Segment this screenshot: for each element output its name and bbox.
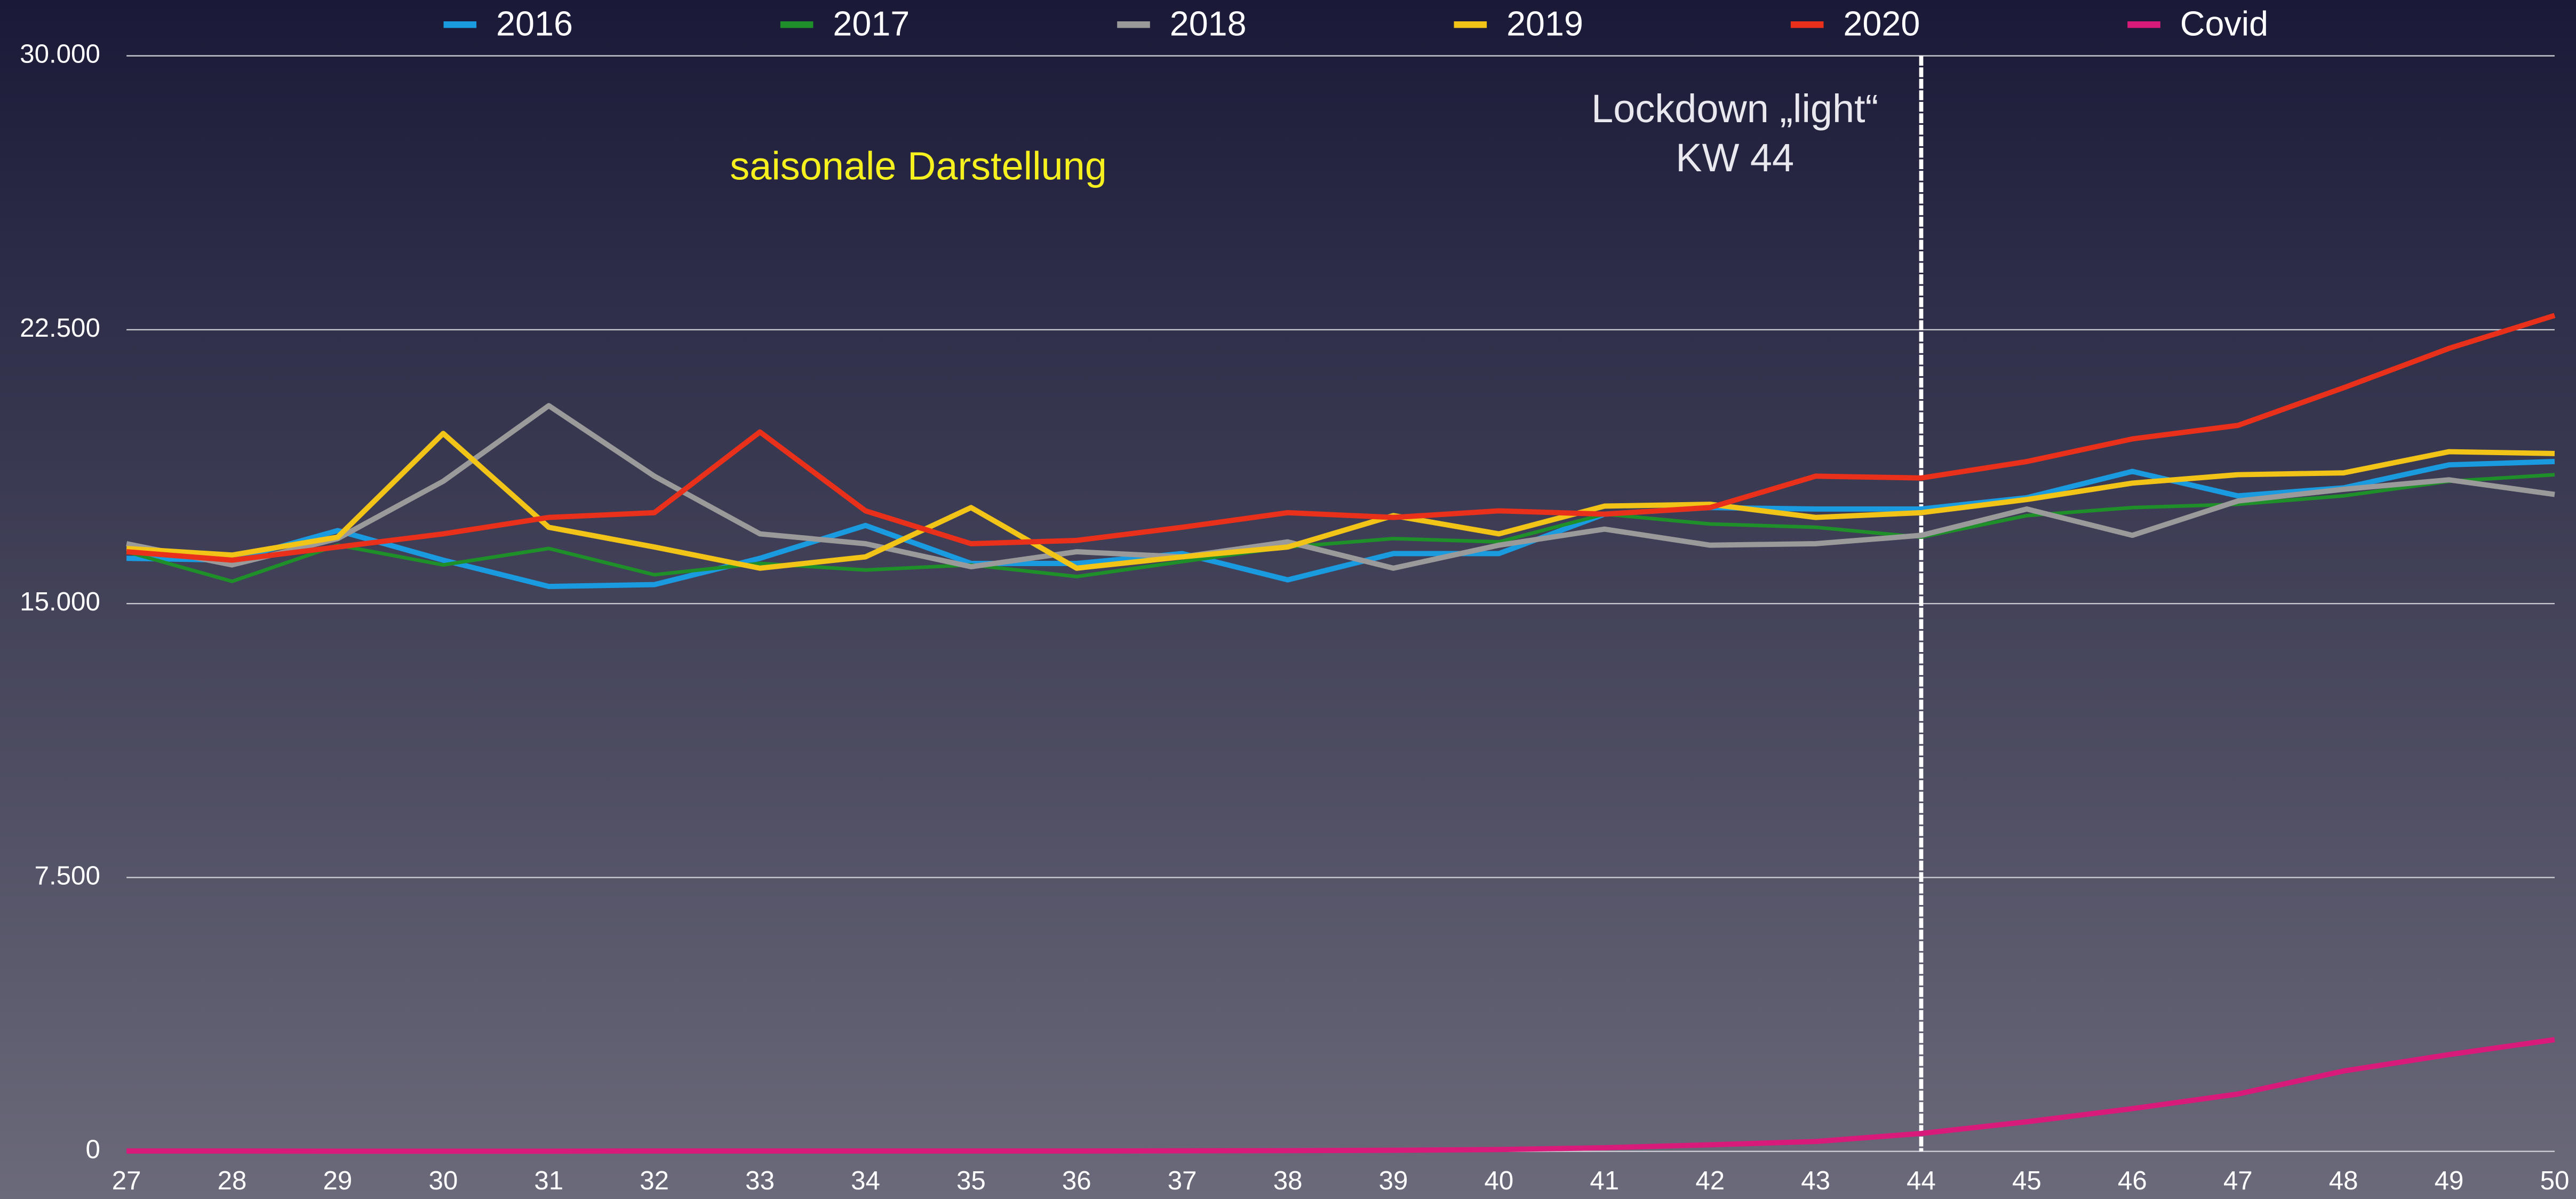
x-tick-label: 34 — [851, 1166, 880, 1195]
series-line — [126, 403, 2555, 571]
x-tick-label: 33 — [745, 1166, 775, 1195]
x-tick-label: 40 — [1485, 1166, 1514, 1195]
x-tick-label: 44 — [1907, 1166, 1936, 1195]
x-tick-label: 49 — [2435, 1166, 2464, 1195]
marker-label: KW 44 — [1676, 136, 1794, 180]
x-tick-label: 35 — [956, 1166, 986, 1195]
x-tick-label: 29 — [323, 1166, 353, 1195]
x-tick-label: 45 — [2012, 1166, 2041, 1195]
marker-label: Lockdown „light“ — [1591, 86, 1878, 131]
x-tick-label: 30 — [428, 1166, 458, 1195]
legend-label: Covid — [2180, 4, 2268, 43]
legend-label: 2017 — [833, 4, 910, 43]
x-tick-label: 32 — [640, 1166, 669, 1195]
x-tick-label: 47 — [2223, 1166, 2253, 1195]
x-tick-label: 50 — [2540, 1166, 2570, 1195]
series-line — [126, 313, 2556, 563]
x-tick-label: 38 — [1273, 1166, 1303, 1195]
legend-label: 2016 — [496, 4, 573, 43]
x-tick-label: 27 — [112, 1166, 141, 1195]
x-tick-label: 41 — [1590, 1166, 1619, 1195]
series-line — [126, 459, 2555, 589]
x-tick-label: 28 — [218, 1166, 247, 1195]
series-line — [126, 431, 2555, 571]
series-line — [126, 473, 2555, 583]
x-tick-label: 31 — [534, 1166, 563, 1195]
y-tick-label: 15.000 — [20, 587, 100, 616]
y-tick-label: 30.000 — [20, 39, 100, 69]
legend-label: 2019 — [1506, 4, 1583, 43]
legend-label: 2018 — [1170, 4, 1247, 43]
x-tick-label: 48 — [2329, 1166, 2358, 1195]
x-tick-label: 39 — [1379, 1166, 1408, 1195]
legend-label: 2020 — [1843, 4, 1920, 43]
y-tick-label: 7.500 — [35, 861, 100, 890]
annotation: saisonale Darstellung — [730, 144, 1107, 188]
x-tick-label: 37 — [1168, 1166, 1197, 1195]
x-tick-label: 43 — [1801, 1166, 1830, 1195]
y-tick-label: 22.500 — [20, 313, 100, 343]
y-tick-label: 0 — [85, 1135, 100, 1164]
series-line — [126, 1037, 2555, 1154]
x-tick-label: 36 — [1062, 1166, 1091, 1195]
x-tick-label: 42 — [1695, 1166, 1725, 1195]
x-tick-label: 46 — [2118, 1166, 2147, 1195]
